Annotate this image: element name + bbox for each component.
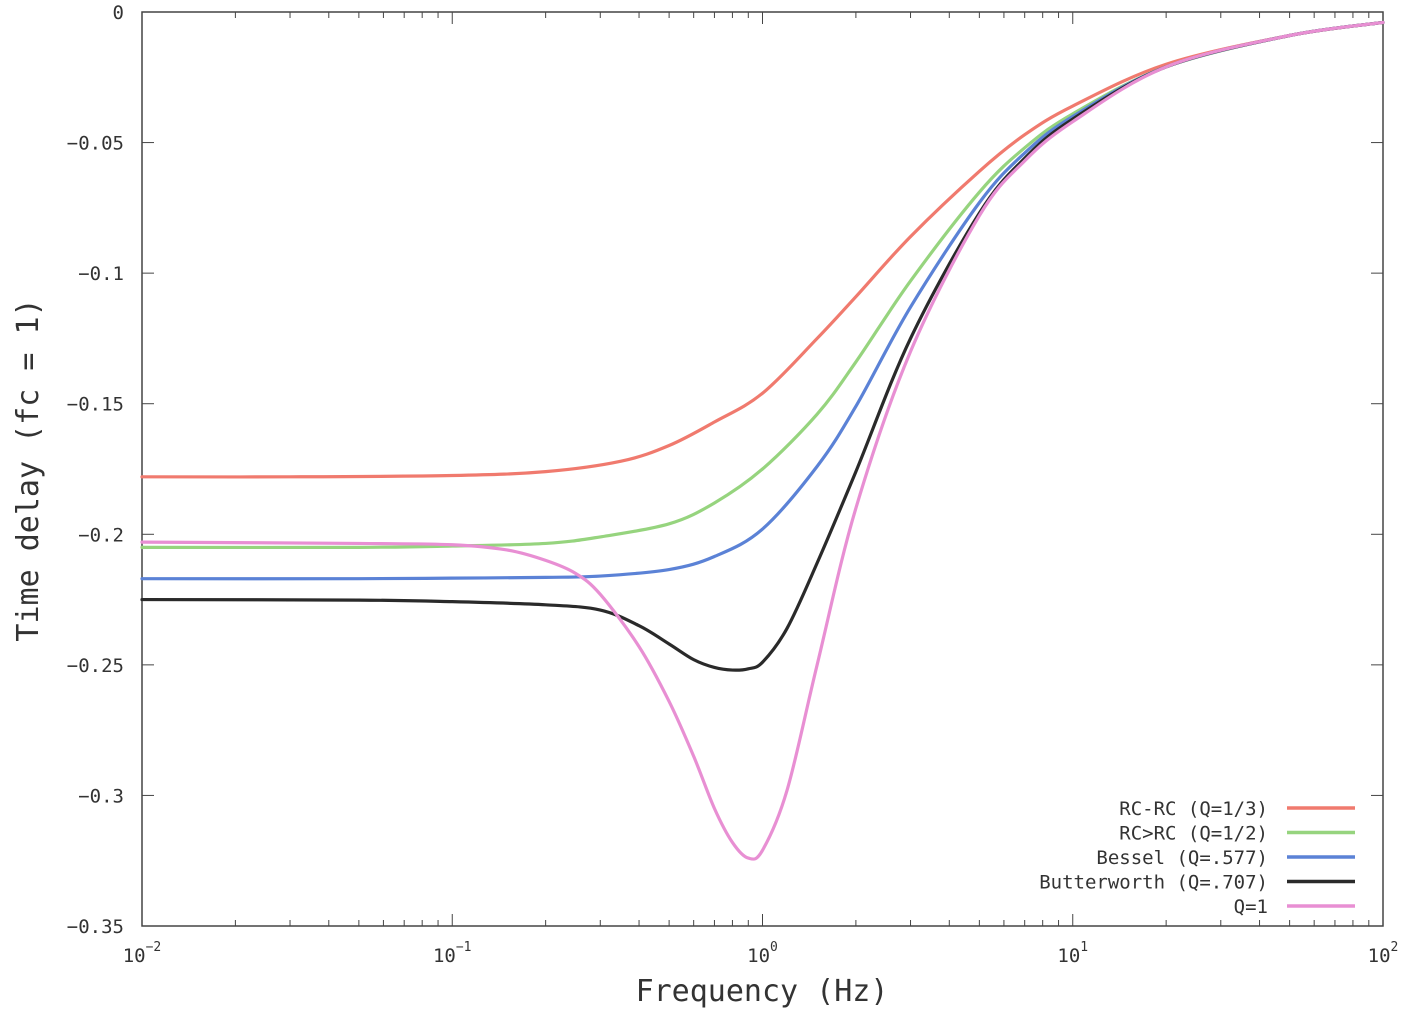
y-tick-label: 0 xyxy=(113,2,124,24)
y-tick-label: −0.3 xyxy=(78,785,124,807)
y-tick-label: −0.25 xyxy=(67,655,124,677)
legend-label: Q=1 xyxy=(1234,896,1268,918)
x-tick-label: 10−1 xyxy=(433,940,472,967)
y-tick-label: −0.15 xyxy=(67,394,124,416)
x-tick-label: 100 xyxy=(747,940,778,967)
y-tick-label: −0.2 xyxy=(78,524,124,546)
y-axis-label: Time delay (fc = 1) xyxy=(11,298,46,641)
legend: RC-RC (Q=1/3) RC>RC (Q=1/2)Bessel (Q=.577… xyxy=(1039,798,1355,918)
series-line-1 xyxy=(140,20,1385,479)
x-axis-label: Frequency (Hz) xyxy=(636,974,889,1009)
x-tick-label: 101 xyxy=(1057,940,1088,967)
y-tick-label: −0.1 xyxy=(78,263,124,285)
legend-label: RC-RC (Q=1/3) xyxy=(1119,798,1268,820)
legend-label: Bessel (Q=.577) xyxy=(1096,847,1268,869)
legend-label: Butterworth (Q=.707) xyxy=(1039,872,1268,894)
x-tick-label: 102 xyxy=(1368,940,1399,967)
tick-labels: 10−2 10−1 100 101 102 0 −0.05 −0.1 −0.15 −0.2 −0.2… xyxy=(67,2,1399,967)
series-line-5 xyxy=(140,20,1385,861)
y-tick-label: −0.05 xyxy=(67,133,124,155)
series-line-2 xyxy=(140,20,1385,550)
series-line-3 xyxy=(140,20,1385,581)
series-line-4 xyxy=(140,20,1385,672)
axis-ticks xyxy=(141,11,1383,927)
series-lines xyxy=(140,20,1385,861)
legend-label: RC>RC (Q=1/2) xyxy=(1119,823,1268,845)
x-tick-label: 10−2 xyxy=(123,940,162,967)
y-tick-label: −0.35 xyxy=(67,916,124,938)
